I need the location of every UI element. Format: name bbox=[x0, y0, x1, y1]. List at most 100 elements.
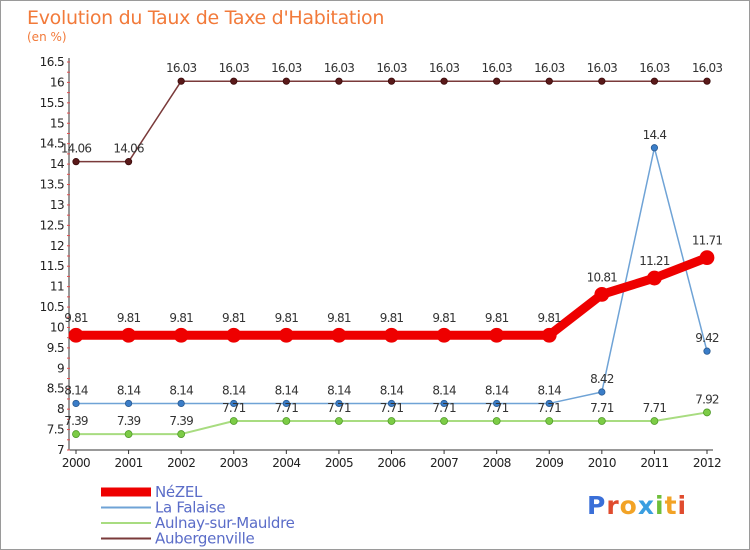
data-point bbox=[703, 408, 711, 417]
data-point bbox=[230, 77, 238, 85]
y-tick-label: 8 bbox=[57, 402, 64, 416]
x-tick-label: 2002 bbox=[167, 456, 195, 470]
logo-letter: x bbox=[637, 491, 655, 520]
data-point bbox=[436, 327, 452, 343]
data-point bbox=[440, 417, 448, 425]
data-label: 14.06 bbox=[113, 142, 144, 156]
legend-label: Aubergenville bbox=[155, 530, 254, 548]
data-point bbox=[703, 77, 711, 85]
y-tick-label: 11 bbox=[50, 280, 64, 294]
data-label: 16.03 bbox=[587, 61, 618, 75]
y-tick-label: 14.5 bbox=[40, 137, 64, 151]
y-tick-label: 13 bbox=[50, 198, 64, 212]
data-point bbox=[177, 430, 186, 438]
y-tick-label: 12 bbox=[50, 239, 64, 253]
data-point bbox=[278, 327, 294, 343]
data-point bbox=[335, 77, 343, 85]
data-point bbox=[597, 417, 606, 425]
x-tick-label: 2007 bbox=[430, 456, 458, 470]
data-point bbox=[282, 77, 290, 85]
data-label: 7.39 bbox=[64, 414, 88, 428]
data-label: 9.81 bbox=[275, 311, 299, 325]
data-point bbox=[545, 77, 553, 85]
logo-letter: i bbox=[677, 491, 688, 520]
data-label: 16.03 bbox=[429, 61, 460, 75]
data-label: 9.81 bbox=[169, 311, 193, 325]
chart-unit: (en %) bbox=[27, 30, 67, 44]
data-point bbox=[493, 399, 501, 408]
data-label: 14.06 bbox=[61, 142, 92, 156]
data-label: 9.81 bbox=[485, 311, 509, 325]
data-point bbox=[492, 417, 501, 425]
data-label: 9.81 bbox=[380, 311, 404, 325]
data-point bbox=[541, 327, 557, 343]
data-point bbox=[282, 417, 291, 425]
data-label: 7.39 bbox=[117, 414, 141, 428]
data-label: 16.03 bbox=[534, 61, 565, 75]
chart-title: Evolution du Taux de Taxe d'Habitation bbox=[27, 7, 385, 29]
data-point bbox=[72, 158, 80, 166]
y-tick-label: 13.5 bbox=[40, 178, 64, 192]
data-point bbox=[598, 388, 606, 396]
data-point bbox=[647, 270, 662, 286]
x-tick-label: 2000 bbox=[62, 456, 90, 470]
data-label: 7.39 bbox=[169, 414, 193, 428]
data-label: 16.03 bbox=[324, 61, 355, 75]
data-label: 7.71 bbox=[275, 401, 299, 415]
data-label: 11.21 bbox=[639, 254, 670, 268]
y-tick-label: 7 bbox=[57, 443, 64, 457]
data-point bbox=[124, 430, 133, 438]
data-point bbox=[703, 347, 711, 355]
y-tick-label: 10 bbox=[50, 320, 64, 334]
data-point bbox=[545, 417, 554, 425]
y-tick-label: 10.5 bbox=[40, 300, 64, 314]
y-tick-label: 7.5 bbox=[47, 423, 64, 437]
series-3 bbox=[72, 77, 711, 166]
data-point bbox=[387, 399, 396, 408]
x-tick-label: 2008 bbox=[483, 456, 511, 470]
data-label: 9.81 bbox=[327, 311, 351, 325]
series-line bbox=[75, 80, 708, 163]
data-label: 16.03 bbox=[271, 61, 302, 75]
data-point bbox=[440, 399, 448, 408]
axes: 77.588.599.51010.51111.51212.51313.51414… bbox=[40, 55, 722, 470]
data-point bbox=[72, 430, 80, 438]
data-label: 9.42 bbox=[695, 331, 719, 345]
data-label: 9.81 bbox=[537, 311, 561, 325]
data-point bbox=[72, 399, 80, 408]
data-point bbox=[650, 417, 659, 425]
data-label: 8.14 bbox=[380, 383, 404, 397]
data-label: 16.03 bbox=[166, 61, 197, 75]
logo-letter: i bbox=[655, 491, 665, 520]
data-label: 7.71 bbox=[222, 401, 246, 415]
y-tick-label: 15 bbox=[50, 116, 64, 130]
data-label: 8.42 bbox=[590, 372, 614, 386]
data-point bbox=[331, 327, 347, 343]
data-label: 16.03 bbox=[639, 61, 670, 75]
x-tick-label: 2009 bbox=[535, 456, 563, 470]
data-point bbox=[440, 77, 448, 85]
series-layer bbox=[68, 77, 715, 438]
logo-letter: o bbox=[619, 491, 638, 520]
data-label: 14.4 bbox=[643, 128, 667, 142]
data-point bbox=[650, 77, 659, 85]
data-label: 8.14 bbox=[275, 383, 299, 397]
data-point bbox=[699, 250, 715, 266]
y-tick-label: 9.5 bbox=[47, 341, 64, 355]
y-tick-label: 15.5 bbox=[40, 96, 64, 110]
legend-label: Aulnay-sur-Mauldre bbox=[155, 514, 295, 532]
data-point bbox=[335, 417, 343, 425]
y-tick-label: 8.5 bbox=[47, 382, 64, 396]
y-tick-label: 12.5 bbox=[40, 218, 64, 232]
data-point bbox=[598, 77, 606, 85]
data-label: 9.81 bbox=[432, 311, 456, 325]
data-point bbox=[387, 417, 396, 425]
data-label: 9.81 bbox=[222, 311, 246, 325]
data-label: 11.71 bbox=[692, 234, 723, 248]
x-tick-label: 2005 bbox=[325, 456, 353, 470]
data-point bbox=[650, 144, 659, 152]
data-point bbox=[124, 158, 133, 166]
data-label: 8.14 bbox=[537, 383, 561, 397]
